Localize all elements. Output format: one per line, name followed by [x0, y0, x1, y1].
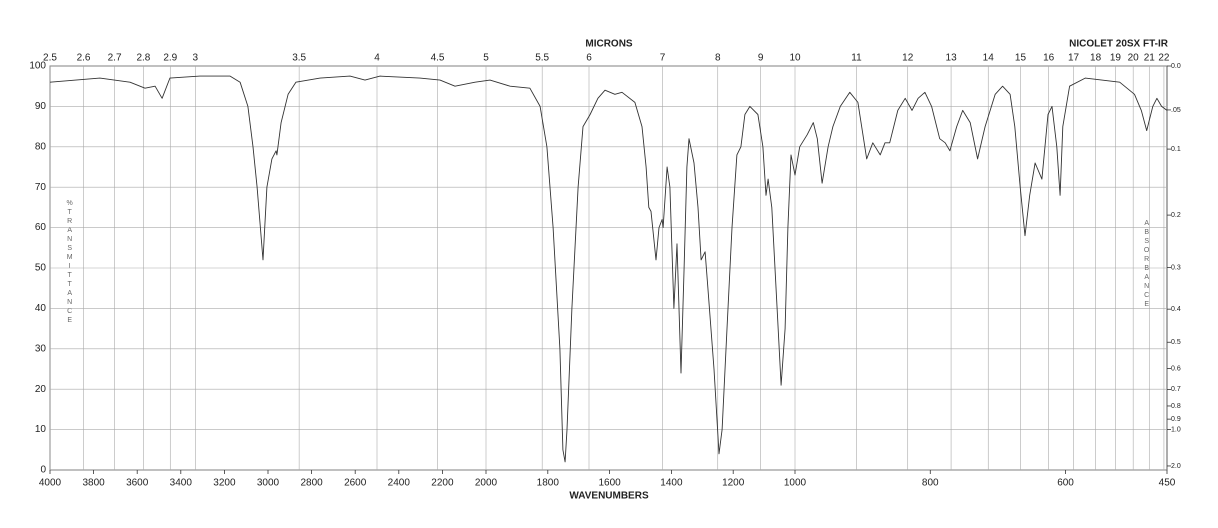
x2-tick-label: 4.5 — [431, 53, 445, 64]
y2-tick-label: 0.5 — [1171, 339, 1181, 346]
x2-tick-label: 2.9 — [163, 53, 177, 64]
y-tick-label: 70 — [35, 182, 47, 193]
y-tick-label: 90 — [35, 101, 47, 112]
y2-tick-label: 0.1 — [1171, 146, 1181, 153]
x2-tick-label: 5.5 — [535, 53, 549, 64]
x2-tick-label: 8 — [715, 53, 721, 64]
x-tick-label: 1800 — [537, 478, 560, 489]
chart-title: NICOLET 20SX FT-IR — [1069, 39, 1169, 50]
y-tick-label: 80 — [35, 141, 47, 152]
x-axis-title: WAVENUMBERS — [569, 491, 649, 502]
y2-tick-label: 0.9 — [1171, 416, 1181, 423]
x2-tick-label: 5 — [483, 53, 489, 64]
x-tick-label: 2400 — [388, 478, 411, 489]
x-tick-label: 1600 — [598, 478, 621, 489]
y-tick-label: 0 — [40, 465, 46, 476]
x2-tick-label: 11 — [851, 53, 862, 64]
y2-tick-label: 0.3 — [1171, 264, 1181, 271]
y-tick-label: 100 — [29, 61, 46, 72]
y-tick-label: 20 — [35, 384, 47, 395]
y2-tick-label: 0.6 — [1171, 365, 1181, 372]
y-tick-label: 50 — [35, 263, 47, 274]
y2-tick-label: 0.7 — [1171, 386, 1181, 393]
y-tick-label: 60 — [35, 222, 47, 233]
x2-tick-label: 16 — [1043, 53, 1055, 64]
y2-tick-label: 0.4 — [1171, 306, 1181, 313]
x2-tick-label: 20 — [1128, 53, 1140, 64]
x2-tick-label: 15 — [1015, 53, 1027, 64]
x-tick-label: 3400 — [170, 478, 193, 489]
x-tick-label: 3600 — [126, 478, 149, 489]
x2-tick-label: 18 — [1090, 53, 1102, 64]
x-tick-label: 450 — [1159, 478, 1176, 489]
y-tick-label: 30 — [35, 343, 47, 354]
y2-tick-label: .05 — [1171, 107, 1181, 114]
x-tick-label: 600 — [1057, 478, 1074, 489]
y-axis-title: %TRANSMITTANCE — [66, 200, 73, 326]
x-tick-label: 3000 — [257, 478, 280, 489]
x2-tick-label: 10 — [789, 53, 801, 64]
x2-tick-label: 6 — [586, 53, 592, 64]
x-tick-label: 4000 — [39, 478, 62, 489]
x2-tick-label: 21 — [1144, 53, 1156, 64]
x2-tick-label: 9 — [758, 53, 764, 64]
y-tick-label: 10 — [35, 424, 47, 435]
x2-tick-label: 3 — [193, 53, 199, 64]
x-tick-label: 800 — [922, 478, 939, 489]
x2-tick-label: 7 — [660, 53, 666, 64]
x2-tick-label: 3.5 — [292, 53, 306, 64]
y2-tick-label: 1.0 — [1171, 426, 1181, 433]
x-tick-label: 3200 — [213, 478, 236, 489]
x-tick-label: 1400 — [660, 478, 683, 489]
x-tick-label: 2200 — [431, 478, 454, 489]
x-tick-label: 2000 — [475, 478, 498, 489]
x2-axis-title: MICRONS — [585, 39, 633, 50]
x-tick-label: 2600 — [344, 478, 367, 489]
x-tick-label: 2800 — [300, 478, 323, 489]
y-tick-label: 40 — [35, 303, 47, 314]
x2-tick-label: 2.8 — [136, 53, 150, 64]
y2-tick-label: 0.2 — [1171, 212, 1181, 219]
spectrum-line — [49, 75, 1168, 463]
y2-tick-label: 0.0 — [1171, 63, 1181, 70]
x2-tick-label: 17 — [1068, 53, 1080, 64]
x-tick-label: 1200 — [722, 478, 745, 489]
y2-tick-label: 0.8 — [1171, 403, 1181, 410]
x-tick-label: 3800 — [82, 478, 105, 489]
y2-tick-label: 2.0 — [1171, 463, 1181, 470]
x2-tick-label: 2.6 — [77, 53, 91, 64]
x2-tick-label: 14 — [983, 53, 995, 64]
x2-tick-label: 12 — [902, 53, 914, 64]
x2-tick-label: 19 — [1110, 53, 1122, 64]
x2-tick-label: 22 — [1158, 53, 1170, 64]
x-tick-label: 1000 — [784, 478, 807, 489]
x2-tick-label: 2.5 — [43, 53, 57, 64]
x2-tick-label: 2.7 — [108, 53, 122, 64]
x2-tick-label: 4 — [374, 53, 380, 64]
x2-tick-label: 13 — [946, 53, 958, 64]
y2-axis-title: ABSORBANCE — [1143, 220, 1150, 310]
